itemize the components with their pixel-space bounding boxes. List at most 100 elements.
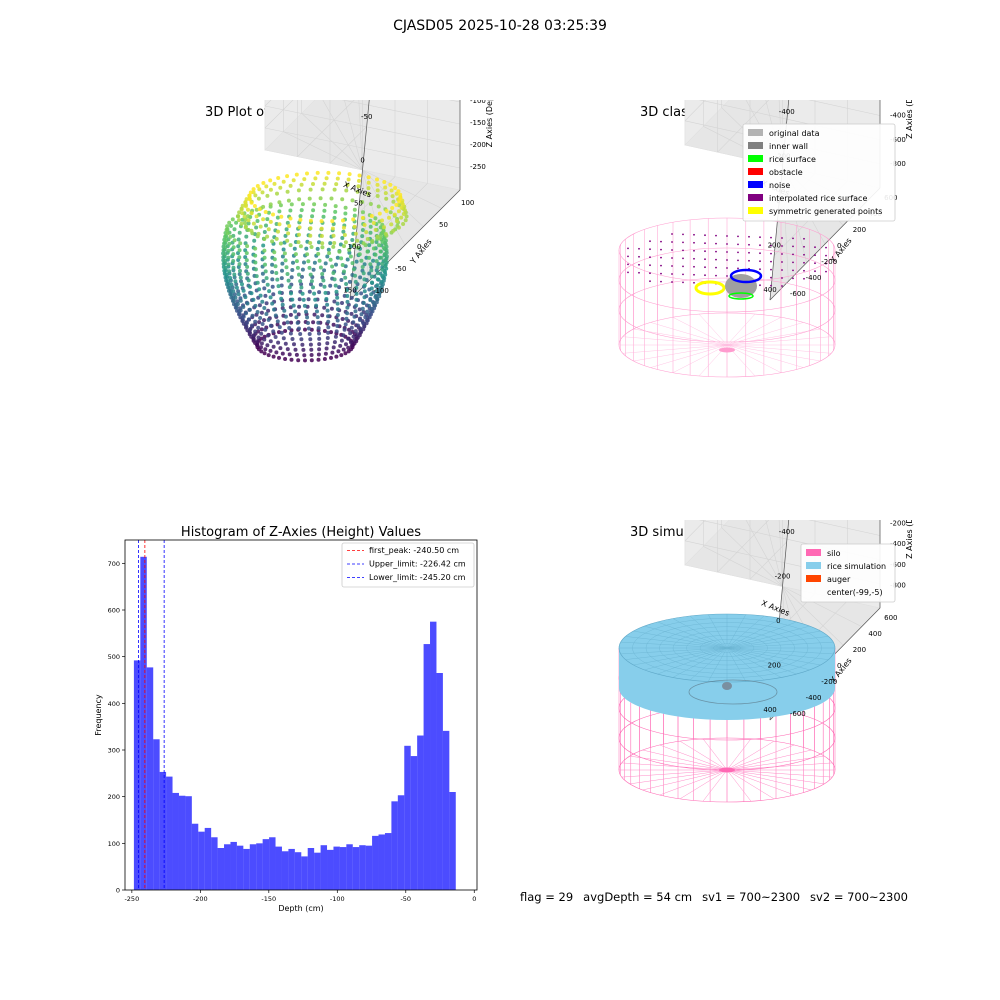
scatter-point [341,218,345,223]
scatter-point [343,264,348,269]
x-tick-label: 400 [763,706,776,714]
z-axis-label: Z Axies (Depth) [485,100,494,147]
interpolated-point [715,274,717,277]
scatter-point [273,264,278,269]
scatter-point [293,347,298,352]
scatter-point [257,303,262,308]
scatter-point [276,340,281,345]
scatter-point [297,225,302,230]
scatter-point [253,329,258,334]
scatter-point [306,297,311,302]
y-tick-label: 200 [853,226,866,234]
avg-depth-text: avgDepth = 54 cm [583,890,693,904]
scatter-point [250,313,255,318]
scatter-point [333,334,338,339]
scatter-point [300,291,305,296]
scatter-point [346,336,351,341]
scatter-point [308,272,313,277]
interpolated-point [638,271,640,274]
histogram-bar [185,796,192,890]
interpolated-point [803,277,805,280]
scatter-point [401,222,406,226]
rice-mesh-spoke [633,630,728,649]
scatter-point [231,265,236,270]
y-axis-label: Y Axies [828,236,854,265]
scatter-point [245,244,250,249]
scatter-point [235,302,240,307]
scatter-point [257,207,262,212]
y-tick-label: 0 [417,243,421,251]
scatter-point [253,319,258,324]
scatter-point [277,355,281,360]
legend-box [341,542,475,588]
scatter-point [244,324,249,329]
histogram-bar [365,845,373,890]
interpolated-point [759,244,761,247]
scatter-point [250,323,254,328]
scatter-point [393,186,398,190]
scatter-point [280,268,284,273]
scatter-point [297,232,301,237]
scatter-point [285,320,290,325]
scatter-point [322,268,327,273]
scatter-point [268,295,273,300]
scatter-point [226,248,231,253]
interpolated-point [627,255,629,258]
z-tick-label: -200 [890,520,906,528]
scatter-point [224,227,229,232]
scatter-point [331,244,336,249]
scatter-point [251,221,256,226]
scatter-point [309,353,314,357]
interpolated-point [715,250,717,253]
scatter-point [335,324,340,328]
scatter-point [272,181,277,186]
interpolated-point [814,246,816,249]
histogram-y-ticks: 0 100 200 300 400 500 600 700 [108,560,125,895]
scatter-point [340,301,344,305]
scatter-point [268,323,273,328]
scatter-point [283,258,288,263]
scatter-point [271,354,276,359]
scatter-point [344,316,349,321]
scatter-point [371,300,376,305]
scatter-point [403,218,408,223]
scatter-point [334,289,339,294]
scatter-point [375,182,380,187]
scatter-point [289,275,294,280]
scatter-point [256,231,261,236]
scatter-point [240,203,245,208]
scatter-point [241,288,246,293]
y-tick-label: 0 [837,242,841,250]
x-tick-label: 0 [360,156,364,164]
scatter-point [341,229,346,234]
scatter-point [227,220,232,225]
scatter-point [253,260,258,265]
z-tick-label: -150 [470,119,486,127]
legend-label: obstacle [769,168,803,177]
scatter-point [346,177,351,182]
scatter-point [293,309,298,314]
scatter-point [377,291,382,296]
scatter-point [302,353,307,358]
scatter-point [338,242,343,247]
scatter-point [244,234,249,239]
scatter-point [244,311,248,316]
scatter-point [354,297,359,302]
rice-mesh-spoke [726,615,765,649]
scatter-point [259,341,264,346]
scatter-point [248,190,253,195]
silo-floor-spoke [698,313,728,346]
scatter-point [380,261,385,266]
scatter-point [266,317,271,322]
histogram-bar [404,745,411,890]
scatter-point [287,224,292,228]
interpolated-point [704,258,706,261]
scatter-point [377,211,382,216]
rice-mesh-spoke [620,641,728,649]
scatter-point [259,310,264,315]
scatter-point [394,202,399,207]
scatter-point [402,208,407,213]
scatter-point [353,273,357,278]
scatter-point [380,239,385,244]
scatter-point [262,255,267,260]
